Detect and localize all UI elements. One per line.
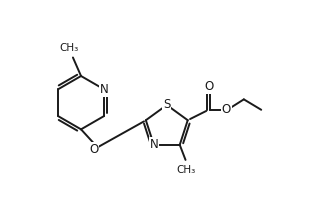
Text: O: O xyxy=(204,80,213,93)
Text: O: O xyxy=(222,103,231,116)
Text: CH₃: CH₃ xyxy=(60,43,79,53)
Text: O: O xyxy=(89,143,99,156)
Text: N: N xyxy=(149,138,158,151)
Text: CH₃: CH₃ xyxy=(176,165,195,175)
Text: S: S xyxy=(163,98,170,112)
Text: N: N xyxy=(100,83,109,96)
